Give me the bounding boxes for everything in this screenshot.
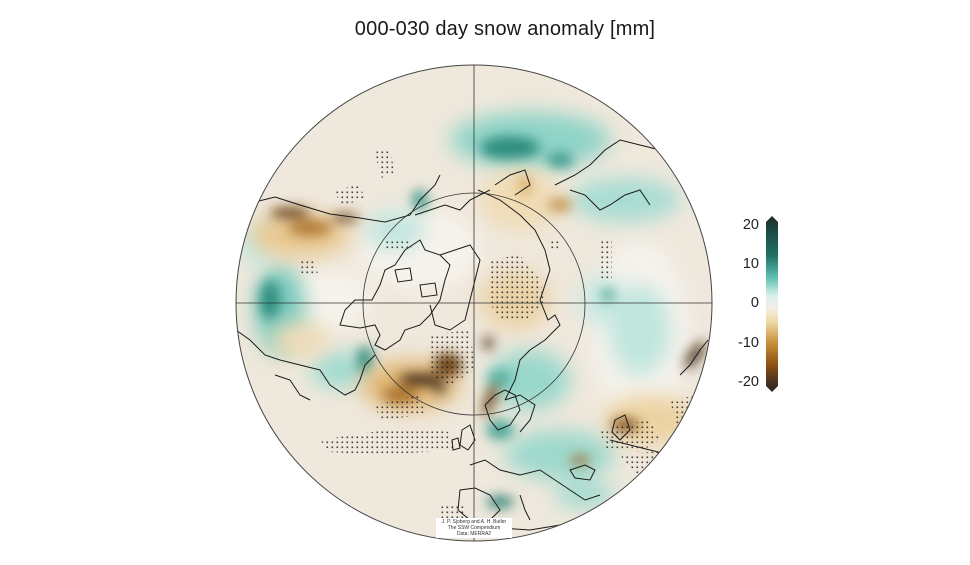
colorbar-tick-20: 20 [742,217,759,233]
graticule [236,65,712,541]
credit-authors: J. P. Sjoberg and A. H. Butler [441,519,507,525]
colorbar-tick-0: 0 [750,295,759,311]
colorbar [766,216,778,392]
colorbar-tick-neg10: -10 [738,335,759,351]
positive-anomaly-strong [260,136,614,508]
chart-title: 000-030 day snow anomaly [mm] [354,18,656,40]
colorbar-tick-neg20: -20 [738,374,759,390]
credit-box: J. P. Sjoberg and A. H. Butler The SSW C… [436,518,512,538]
map-border [235,64,713,542]
credit-publication: The SSW Compendium [447,525,501,531]
map-field [236,65,712,541]
credit-data-source: Data: MERRA2 [456,531,492,537]
colorbar-tick-10: 10 [742,256,759,272]
